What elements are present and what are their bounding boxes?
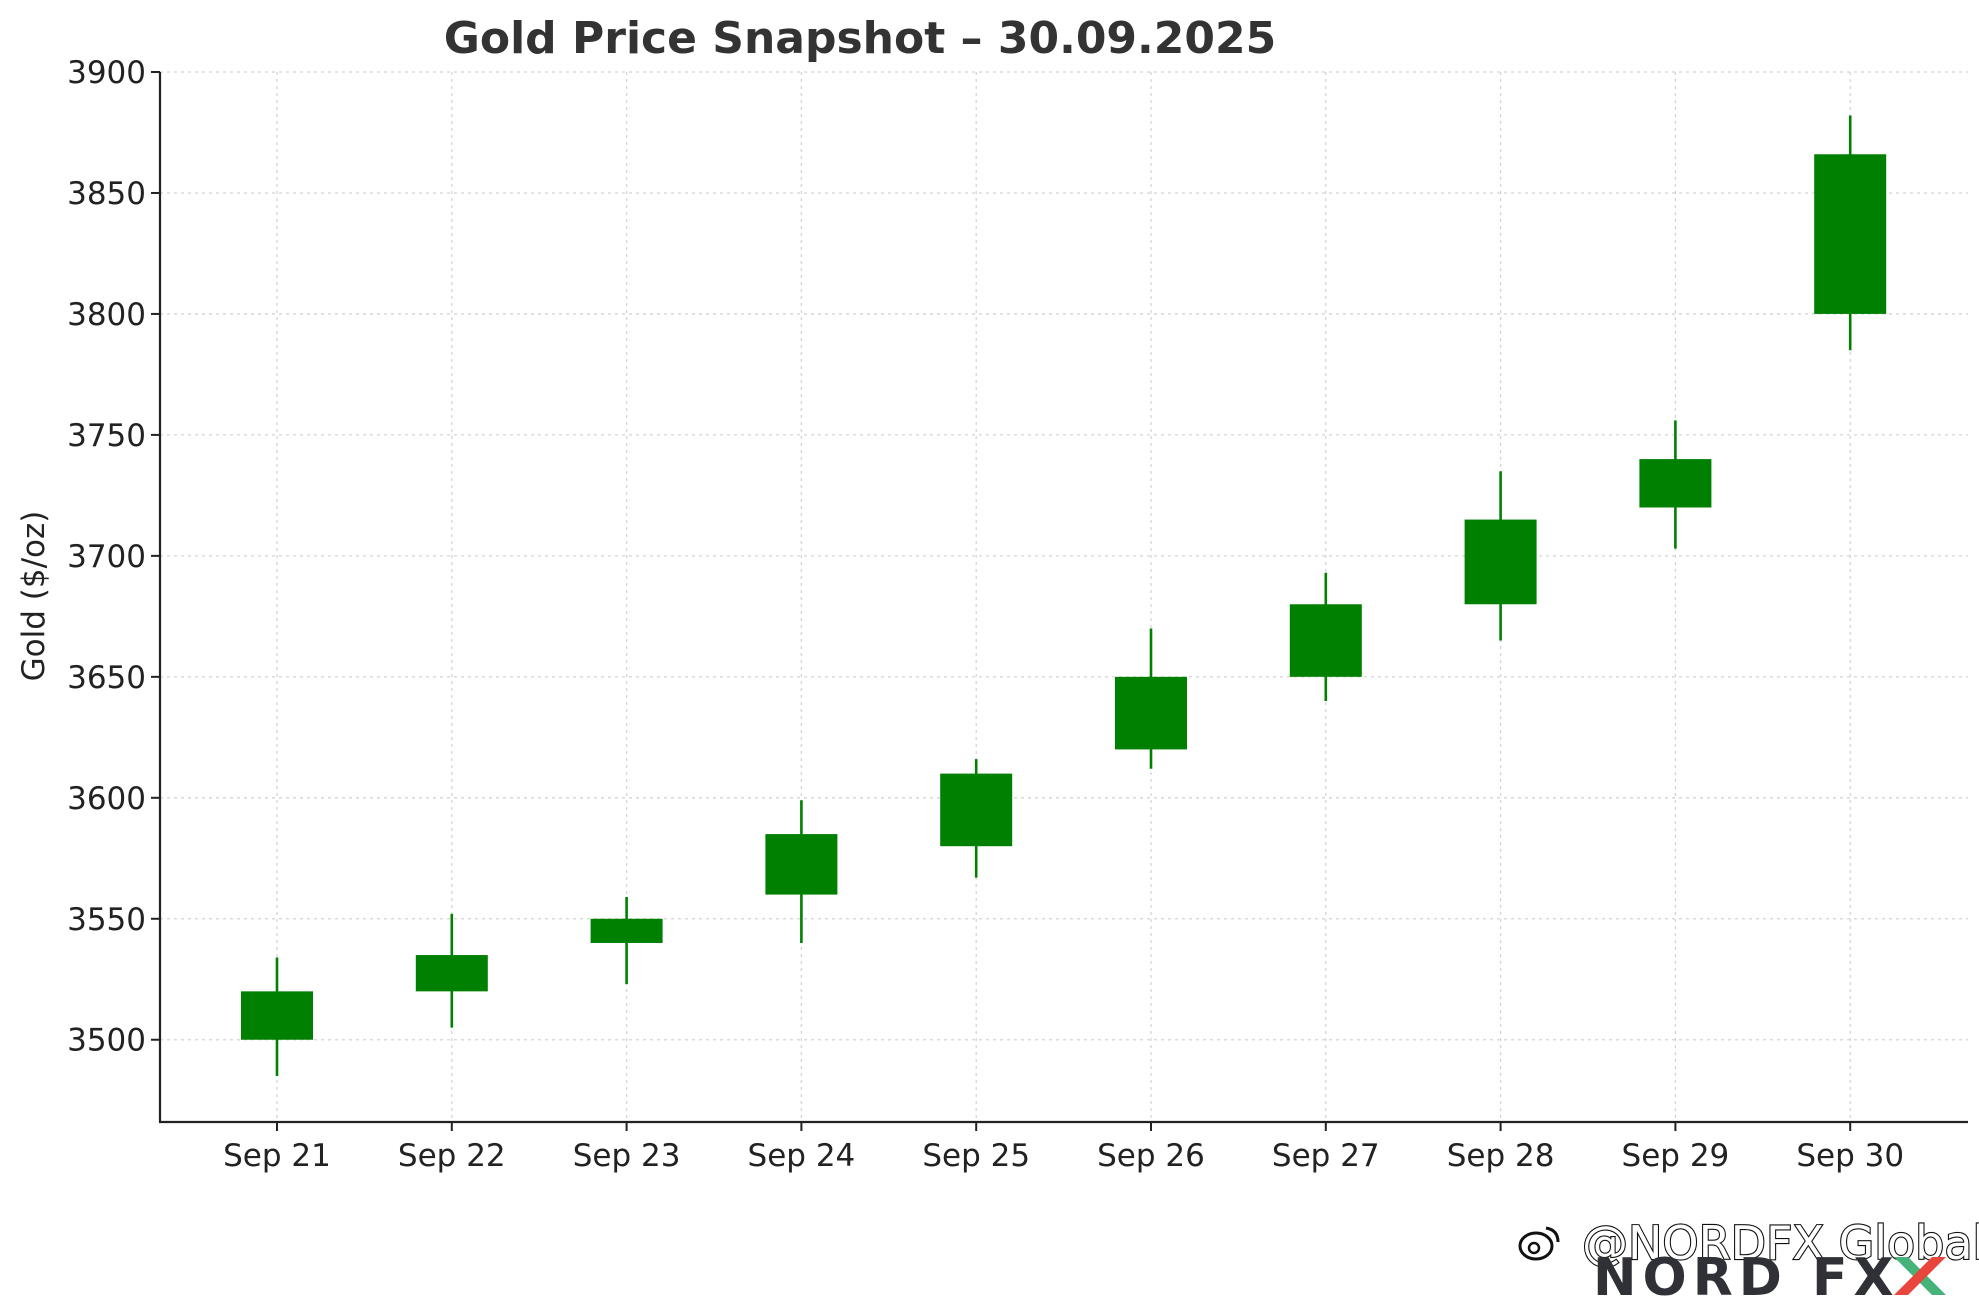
y-tick-label: 3800 (67, 297, 146, 333)
y-tick-label: 3500 (67, 1023, 146, 1059)
candle-body (241, 991, 313, 1040)
brand-name: NORD FX (1593, 1248, 1900, 1306)
candlestick-series (241, 115, 1887, 1077)
x-tick-label: Sep 29 (1622, 1138, 1730, 1174)
y-tick-label: 3750 (67, 418, 146, 454)
candle (765, 800, 838, 943)
candle (1639, 420, 1712, 549)
candle (1464, 471, 1537, 641)
y-tick-label: 3600 (67, 781, 146, 817)
x-tick-label: Sep 28 (1447, 1138, 1555, 1174)
candle (1814, 115, 1887, 351)
candle-body (1115, 676, 1187, 750)
y-tick-label: 3900 (67, 55, 146, 91)
watermark-handle: @NORDFX Global (1582, 1216, 1979, 1270)
brand-logo: NORD FX (1593, 1248, 1946, 1306)
candle-body (590, 918, 663, 943)
x-tick-label: Sep 25 (922, 1138, 1030, 1174)
y-tick-label: 3700 (67, 539, 146, 575)
candle-body (415, 955, 488, 992)
candle (940, 759, 1013, 878)
candle-body (1289, 604, 1362, 677)
x-tick-label: Sep 30 (1796, 1138, 1904, 1174)
y-axis-label: Gold ($/oz) (16, 511, 52, 682)
watermark: @NORDFX Global NORD FX (1518, 1215, 1979, 1306)
candle-body (1464, 519, 1537, 605)
x-tick-label: Sep 24 (748, 1138, 856, 1174)
grid-lines (160, 71, 1968, 1122)
weibo-icon (1518, 1226, 1560, 1261)
candle-body (1814, 154, 1887, 314)
y-axis-ticks: 3500 3550 3600 3650 3700 3750 3800 3850 3900 (67, 55, 160, 1059)
chart-title: Gold Price Snapshot – 30.09.2025 (444, 13, 1276, 64)
x-tick-label: Sep 22 (398, 1138, 506, 1174)
x-tick-label: Sep 21 (223, 1138, 331, 1174)
x-tick-label: Sep 23 (573, 1138, 681, 1174)
brand-x-mark (1894, 1257, 1946, 1295)
candle (590, 897, 663, 985)
candle-body (765, 834, 838, 895)
y-tick-label: 3850 (67, 176, 146, 212)
candle (1115, 628, 1187, 769)
y-tick-label: 3550 (67, 902, 146, 938)
candle-body (940, 773, 1013, 847)
candle-body (1639, 459, 1712, 508)
y-tick-label: 3650 (67, 660, 146, 696)
candle (415, 913, 488, 1028)
x-axis-ticks: Sep 21 Sep 22 Sep 23 Sep 24 Sep 25 Sep 26 Sep … (223, 1122, 1904, 1174)
candle (1289, 572, 1362, 702)
x-tick-label: Sep 26 (1097, 1138, 1205, 1174)
x-tick-label: Sep 27 (1272, 1138, 1380, 1174)
candle (241, 957, 313, 1077)
